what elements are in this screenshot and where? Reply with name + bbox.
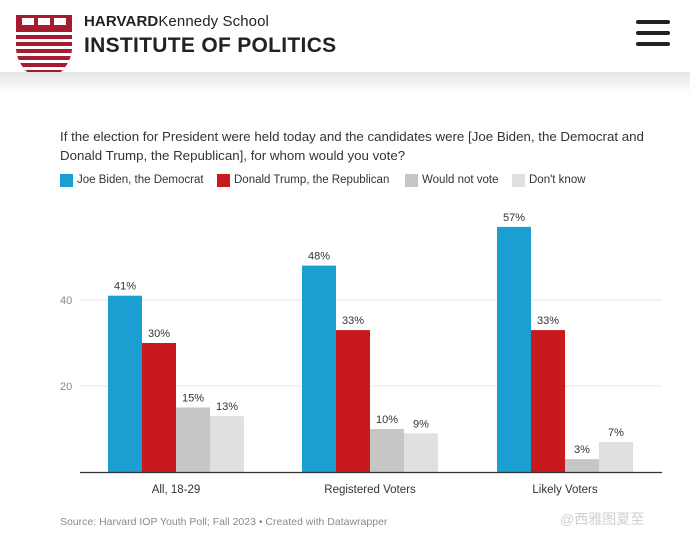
bar [210, 416, 244, 472]
menu-bar [636, 31, 670, 35]
legend-swatch-would-not-vote [405, 174, 418, 187]
legend-label-biden: Joe Biden, the Democrat [77, 174, 204, 186]
brand-kennedy-school: Kennedy School [158, 13, 269, 30]
bar [404, 433, 438, 472]
site-header: HARVARDKennedy School INSTITUTE OF POLIT… [0, 0, 690, 83]
bar-value-label: 33% [342, 315, 364, 327]
menu-bar [636, 20, 670, 24]
x-category-label: All, 18-29 [152, 484, 201, 496]
chart-source-note: Source: Harvard IOP Youth Poll; Fall 202… [60, 516, 388, 528]
harvard-shield-icon[interactable] [14, 13, 74, 85]
legend-label-would-not-vote: Would not vote [422, 174, 499, 186]
brand-harvard: HARVARD [84, 13, 159, 30]
chart-question: If the election for President were held … [60, 129, 644, 163]
x-category-label: Likely Voters [532, 484, 597, 496]
bar [302, 265, 336, 472]
bar-value-label: 57% [503, 212, 525, 224]
bar [336, 330, 370, 472]
bar-value-label: 13% [216, 401, 238, 413]
bar-chart: 20 40 41% 48% 57% 30% 33% 33% 15% 10% 3% 13% 9% 7% All… [60, 212, 662, 496]
bar [599, 441, 633, 472]
y-tick-label: 40 [60, 295, 72, 307]
bar [108, 295, 142, 472]
bar [176, 407, 210, 472]
bar [497, 226, 531, 472]
bar-value-label: 41% [114, 281, 136, 293]
bar-value-label: 33% [537, 315, 559, 327]
legend-swatch-dont-know [512, 174, 525, 187]
bar-value-label: 3% [574, 444, 590, 456]
watermark: @西雅图夏至 [560, 511, 645, 527]
bar [565, 459, 599, 472]
menu-bar [636, 42, 670, 46]
legend-label-trump: Donald Trump, the Republican [234, 174, 390, 186]
legend-swatch-trump [217, 174, 230, 187]
legend-label-dont-know: Don't know [529, 174, 586, 186]
bar [531, 330, 565, 472]
bar-value-label: 30% [148, 328, 170, 340]
bar [142, 343, 176, 472]
y-tick-label: 20 [60, 381, 72, 393]
bar-value-label: 7% [608, 427, 624, 439]
bar-value-label: 9% [413, 418, 429, 430]
legend-swatch-biden [60, 174, 73, 187]
brand-school-name: HARVARDKennedy School [84, 13, 269, 30]
bar-value-label: 15% [182, 393, 204, 405]
header-shadow [0, 72, 690, 94]
brand-institute-title: INSTITUTE OF POLITICS [84, 34, 337, 57]
bar [370, 429, 404, 472]
bar-value-label: 48% [308, 251, 330, 263]
hamburger-menu-icon[interactable] [636, 20, 672, 50]
x-category-label: Registered Voters [324, 484, 416, 496]
bar-value-label: 10% [376, 414, 398, 426]
